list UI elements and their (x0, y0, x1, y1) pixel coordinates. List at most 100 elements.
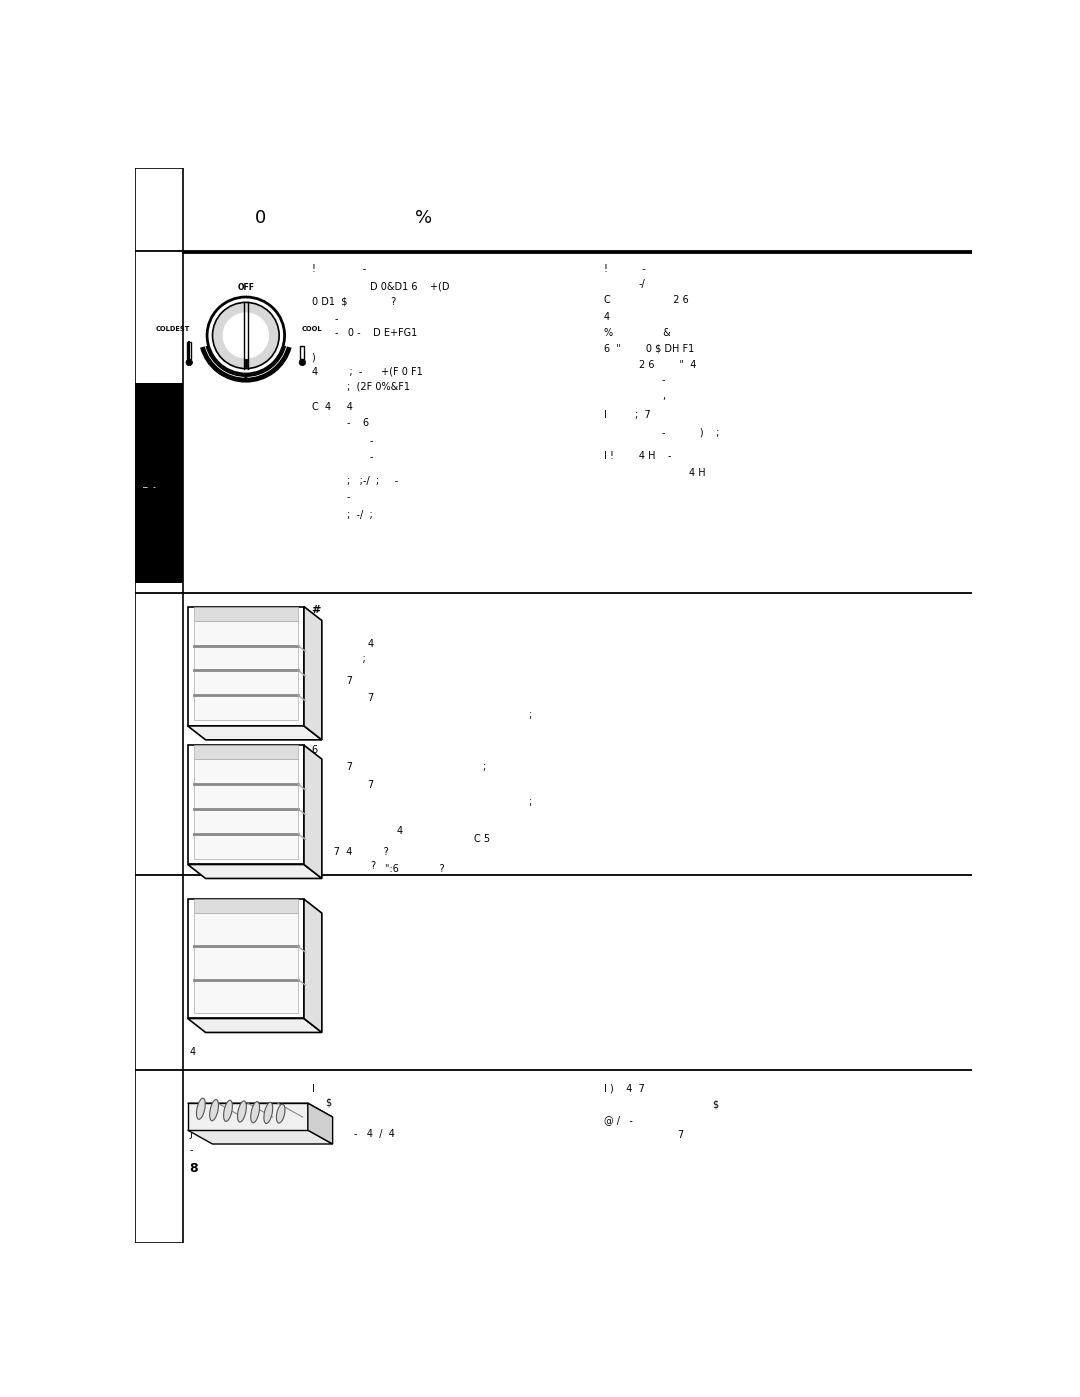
Circle shape (244, 377, 247, 380)
Text: !: ! (312, 622, 315, 631)
Circle shape (299, 359, 306, 366)
Polygon shape (188, 726, 322, 740)
Bar (193, 620, 298, 719)
Text: ;: ; (482, 763, 485, 773)
Text: 4: 4 (367, 638, 374, 648)
Polygon shape (188, 1104, 333, 1118)
Ellipse shape (210, 1099, 218, 1120)
Polygon shape (188, 1018, 322, 1032)
Bar (135, 383, 183, 584)
Text: -/: -/ (638, 279, 646, 289)
Text: %: % (415, 208, 432, 226)
Polygon shape (188, 900, 303, 1018)
Text: -    6: - 6 (347, 418, 368, 427)
Text: -;              ;: -; ; (312, 654, 365, 665)
Text: 4 H: 4 H (689, 468, 705, 478)
FancyBboxPatch shape (187, 342, 191, 359)
Text: C 5: C 5 (474, 834, 490, 844)
Ellipse shape (264, 1102, 273, 1123)
Ellipse shape (197, 1098, 205, 1119)
Text: -: - (369, 453, 374, 462)
Text: 6: 6 (312, 813, 318, 823)
Ellipse shape (276, 1104, 285, 1123)
Text: ): ) (312, 352, 315, 362)
Text: -   0 -    D E+FG1: - 0 - D E+FG1 (335, 328, 417, 338)
Text: 0: 0 (255, 208, 266, 226)
Bar (193, 745, 298, 760)
Text: 4     7  4          ?: 4 7 4 ? (312, 847, 389, 856)
Text: ;  (2F 0%&F1: ; (2F 0%&F1 (347, 381, 409, 391)
Text: 8: 8 (189, 1162, 198, 1175)
Text: 4: 4 (604, 313, 610, 323)
Text: 4: 4 (397, 826, 403, 835)
Text: $: $ (713, 1099, 718, 1109)
Polygon shape (308, 1104, 333, 1144)
Text: -           )    ;: - ) ; (662, 427, 719, 437)
Text: 6  "        0 $ DH F1: 6 " 0 $ DH F1 (604, 344, 694, 353)
Text: COLDEST: COLDEST (156, 327, 190, 332)
Text: !: ! (312, 1113, 315, 1123)
Text: -: - (347, 493, 350, 503)
Polygon shape (303, 606, 322, 740)
Text: 4: 4 (189, 855, 195, 865)
Text: 4: 4 (189, 1046, 195, 1058)
Text: -          7: - 7 (312, 676, 353, 686)
Bar (193, 760, 298, 859)
Text: 4          ;  -      +(F 0 F1: 4 ; - +(F 0 F1 (312, 366, 422, 376)
Polygon shape (188, 1130, 333, 1144)
Text: -: - (662, 376, 665, 386)
Text: -: - (335, 314, 338, 324)
Bar (135, 168, 183, 1243)
Text: ;: ; (529, 798, 532, 807)
Text: C  4     4: C 4 4 (312, 402, 352, 412)
Circle shape (222, 313, 269, 359)
Text: ,: , (662, 391, 665, 401)
Text: J  ": J " (189, 1129, 203, 1139)
Text: I )    4  7: I ) 4 7 (604, 1084, 645, 1094)
Text: -: - (189, 1146, 192, 1155)
Polygon shape (303, 745, 322, 879)
Text: %                &: % & (604, 328, 671, 338)
Text: 7: 7 (367, 780, 374, 789)
Bar (193, 900, 298, 914)
Text: $: $ (326, 1098, 332, 1108)
Text: I         ;  7: I ; 7 (604, 411, 650, 420)
Polygon shape (188, 745, 303, 865)
Text: ;: ; (529, 711, 532, 721)
Circle shape (213, 302, 279, 369)
Polygon shape (188, 865, 322, 879)
Bar (193, 914, 298, 1013)
Text: 7: 7 (367, 693, 374, 703)
Text: ;  -/  ;: ; -/ ; (347, 510, 373, 520)
Text: 0 D1  $              ?: 0 D1 $ ? (312, 298, 396, 307)
Text: 7: 7 (677, 1130, 684, 1140)
Text: 6: 6 (312, 745, 318, 756)
Text: — -: — - (143, 483, 157, 492)
Text: OFF: OFF (238, 284, 254, 292)
Text: @ 4: @ 4 (189, 760, 208, 771)
Text: ?: ? (369, 861, 375, 870)
Text: #: # (312, 605, 321, 615)
Bar (193, 606, 298, 620)
Text: -   4  /  4: - 4 / 4 (354, 1129, 395, 1139)
Text: -: - (369, 436, 374, 446)
Polygon shape (303, 900, 322, 1032)
Ellipse shape (224, 1101, 232, 1122)
Text: !               -: ! - (312, 264, 366, 274)
Text: !           -: ! - (604, 264, 646, 274)
Circle shape (186, 359, 192, 366)
Polygon shape (188, 606, 303, 726)
Text: ":6             ?: ":6 ? (386, 865, 445, 875)
Text: -          7: - 7 (312, 763, 353, 773)
Polygon shape (188, 1104, 308, 1130)
Text: @ /   -: @ / - (604, 1115, 633, 1125)
Text: D 0&D1 6    +(D: D 0&D1 6 +(D (369, 282, 449, 292)
FancyBboxPatch shape (300, 346, 305, 359)
Text: ;   ;-/  ;     -: ; ;-/ ; - (347, 475, 397, 486)
Text: I: I (312, 1084, 314, 1094)
Text: C                    2 6: C 2 6 (604, 295, 689, 305)
Text: I !        4 H    -: I ! 4 H - (604, 451, 672, 461)
Ellipse shape (238, 1101, 246, 1122)
Ellipse shape (251, 1102, 259, 1123)
Text: 2 6        "  4: 2 6 " 4 (638, 360, 697, 370)
